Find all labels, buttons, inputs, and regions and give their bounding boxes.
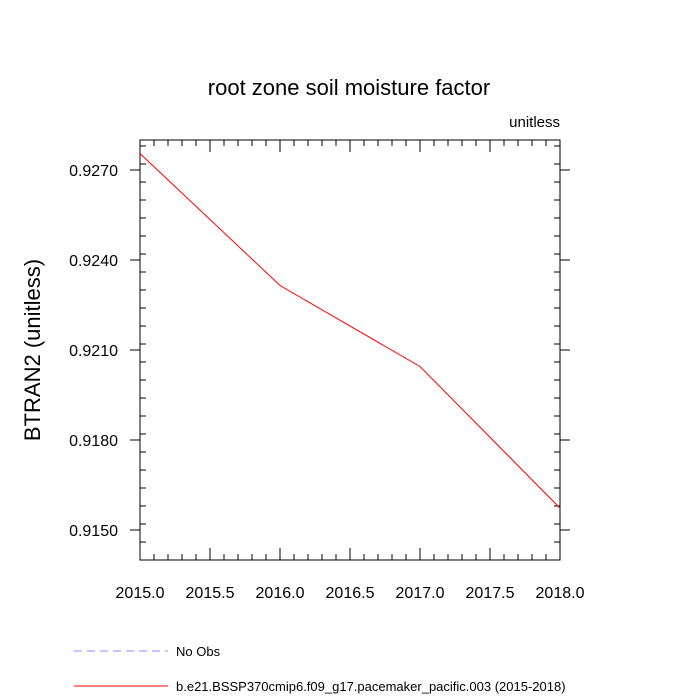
x-tick-label: 2016.5: [326, 585, 375, 602]
legend-label: b.e21.BSSP370cmip6.f09_g17.pacemaker_pac…: [176, 679, 566, 694]
units-label: unitless: [509, 114, 560, 131]
plot-frame: [139, 139, 561, 561]
y-axis-ticks: 0.9150 0.9180 0.9210 0.9240 0.9270: [69, 145, 570, 561]
legend: No Obs b.e21.BSSP370cmip6.f09_g17.pacemak…: [74, 644, 566, 694]
x-tick-label: 2017.0: [396, 585, 445, 602]
y-axis-label: BTRAN2 (unitless): [20, 259, 45, 441]
series-line: [139, 153, 561, 509]
y-tick-label: 0.9150: [69, 523, 118, 540]
chart-title: root zone soil moisture factor: [208, 75, 490, 100]
x-tick-label: 2017.5: [466, 585, 515, 602]
y-tick-label: 0.9180: [69, 433, 118, 450]
legend-label: No Obs: [176, 644, 221, 659]
x-axis-ticks: 2015.0 2015.5 2016.0 2016.5 2017.0 2017.5 2018…: [116, 140, 585, 602]
x-tick-label: 2015.5: [186, 585, 235, 602]
y-tick-label: 0.9270: [69, 163, 118, 180]
series-layer: [139, 153, 561, 509]
x-tick-label: 2016.0: [256, 585, 305, 602]
x-tick-label: 2015.0: [116, 585, 165, 602]
x-tick-label: 2018.0: [536, 585, 585, 602]
y-tick-label: 0.9210: [69, 343, 118, 360]
y-tick-label: 0.9240: [69, 253, 118, 270]
